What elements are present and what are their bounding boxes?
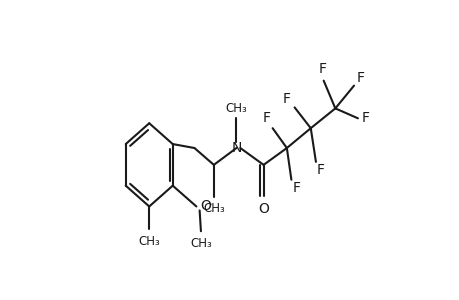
- Text: CH₃: CH₃: [225, 102, 247, 115]
- Text: CH₃: CH₃: [190, 237, 211, 250]
- Text: O: O: [200, 200, 211, 214]
- Text: N: N: [231, 141, 241, 155]
- Text: F: F: [356, 71, 364, 85]
- Text: CH₃: CH₃: [202, 202, 224, 215]
- Text: F: F: [316, 163, 325, 177]
- Text: O: O: [257, 202, 269, 216]
- Text: F: F: [262, 111, 269, 125]
- Text: CH₃: CH₃: [138, 235, 160, 248]
- Text: F: F: [282, 92, 290, 106]
- Text: F: F: [361, 111, 369, 125]
- Text: F: F: [292, 181, 300, 195]
- Text: F: F: [318, 62, 326, 76]
